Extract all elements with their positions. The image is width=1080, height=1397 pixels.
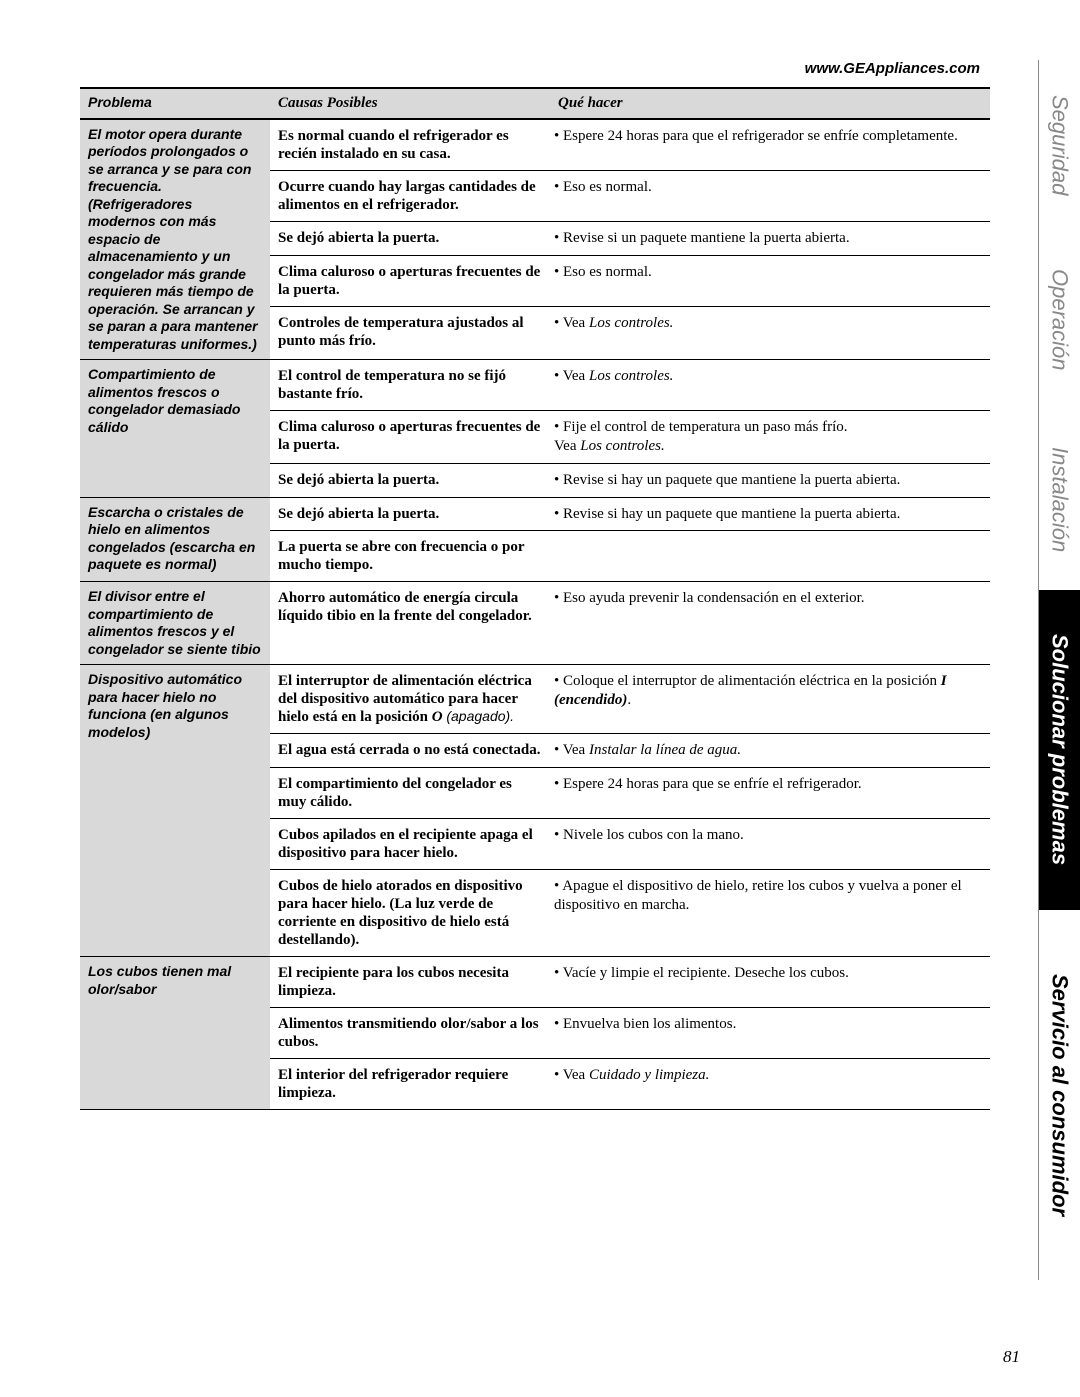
causa-cell: Clima caluroso o aperturas frecuentes de…: [270, 261, 550, 301]
hacer-cell: Revise si un paquete mantiene la puerta …: [550, 227, 990, 250]
header-problema: Problema: [80, 89, 270, 118]
table-section: El motor opera durante períodos prolonga…: [80, 120, 990, 361]
hacer-cell: Eso es normal.: [550, 261, 990, 301]
cause-row: Ahorro automático de energía circula líq…: [270, 582, 990, 632]
cause-row: Clima caluroso o aperturas frecuentes de…: [270, 410, 990, 463]
causa-cell: El interior del refrigerador requiere li…: [270, 1064, 550, 1104]
table-section: Escarcha o cristales de hielo en aliment…: [80, 498, 990, 583]
causa-cell: El interruptor de alimentación eléctrica…: [270, 670, 550, 728]
hacer-cell: Coloque el interruptor de alimentación e…: [550, 670, 990, 728]
header-url: www.GEAppliances.com: [80, 60, 990, 77]
causa-cell: Controles de temperatura ajustados al pu…: [270, 312, 550, 352]
hacer-cell: Vea Los controles.: [550, 365, 990, 405]
problema-cell: Escarcha o cristales de hielo en aliment…: [80, 498, 270, 582]
hacer-cell: Eso es normal.: [550, 176, 990, 216]
table-section: Compartimiento de alimentos frescos o co…: [80, 360, 990, 497]
hacer-cell: Espere 24 horas para que se enfríe el re…: [550, 773, 990, 813]
hacer-cell: Nivele los cubos con la mano.: [550, 824, 990, 864]
tab-seguridad[interactable]: Seguridad: [1038, 60, 1080, 230]
cause-row: La puerta se abre con frecuencia o por m…: [270, 530, 990, 581]
causa-cell: Ahorro automático de energía circula líq…: [270, 587, 550, 627]
causes-container: Ahorro automático de energía circula líq…: [270, 582, 990, 664]
hacer-cell: Fije el control de temperatura un paso m…: [550, 416, 990, 458]
cause-row: Cubos apilados en el recipiente apaga el…: [270, 818, 990, 869]
cause-row: Se dejó abierta la puerta.Revise si hay …: [270, 498, 990, 531]
tab-operacion[interactable]: Operación: [1038, 230, 1080, 410]
cause-row: Cubos de hielo atorados en dispositivo p…: [270, 869, 990, 956]
causa-cell: La puerta se abre con frecuencia o por m…: [270, 536, 550, 576]
causa-cell: Se dejó abierta la puerta.: [270, 469, 550, 492]
hacer-cell: Vea Cuidado y limpieza.: [550, 1064, 990, 1104]
causes-container: Se dejó abierta la puerta.Revise si hay …: [270, 498, 990, 582]
cause-row: El agua está cerrada o no está conectada…: [270, 733, 990, 767]
hacer-cell: Vea Los controles.: [550, 312, 990, 352]
table-header-row: Problema Causas Posibles Qué hacer: [80, 87, 990, 120]
cause-row: Clima caluroso o aperturas frecuentes de…: [270, 255, 990, 306]
hacer-cell: Vea Instalar la línea de agua.: [550, 739, 990, 762]
problema-cell: Los cubos tienen mal olor/sabor: [80, 957, 270, 1109]
cause-row: Alimentos transmitiendo olor/sabor a los…: [270, 1007, 990, 1058]
header-hacer: Qué hacer: [550, 89, 990, 118]
causa-cell: Cubos de hielo atorados en dispositivo p…: [270, 875, 550, 951]
problema-cell: El divisor entre el compartimiento de al…: [80, 582, 270, 664]
cause-row: El interior del refrigerador requiere li…: [270, 1058, 990, 1109]
tab-instalacion[interactable]: Instalación: [1038, 410, 1080, 590]
causa-cell: El compartimiento del congelador es muy …: [270, 773, 550, 813]
causes-container: Es normal cuando el refrigerador es reci…: [270, 120, 990, 360]
cause-row: El interruptor de alimentación eléctrica…: [270, 665, 990, 733]
causa-cell: El recipiente para los cubos necesita li…: [270, 962, 550, 1002]
cause-row: Ocurre cuando hay largas cantidades de a…: [270, 170, 990, 221]
causes-container: El interruptor de alimentación eléctrica…: [270, 665, 990, 956]
hacer-cell: Vacíe y limpie el recipiente. Deseche lo…: [550, 962, 990, 1002]
hacer-cell: Envuelva bien los alimentos.: [550, 1013, 990, 1053]
causa-cell: Es normal cuando el refrigerador es reci…: [270, 125, 550, 165]
cause-row: El control de temperatura no se fijó bas…: [270, 360, 990, 410]
header-causas: Causas Posibles: [270, 89, 550, 118]
causes-container: El control de temperatura no se fijó bas…: [270, 360, 990, 496]
cause-row: Se dejó abierta la puerta.Revise si un p…: [270, 221, 990, 255]
causa-cell: Clima caluroso o aperturas frecuentes de…: [270, 416, 550, 458]
problema-cell: El motor opera durante períodos prolonga…: [80, 120, 270, 360]
causa-cell: Se dejó abierta la puerta.: [270, 503, 550, 526]
table-section: Los cubos tienen mal olor/saborEl recipi…: [80, 957, 990, 1110]
table-section: Dispositivo automático para hacer hielo …: [80, 665, 990, 957]
tab-solucionar[interactable]: Solucionar problemas: [1038, 590, 1080, 910]
cause-row: El recipiente para los cubos necesita li…: [270, 957, 990, 1007]
cause-row: El compartimiento del congelador es muy …: [270, 767, 990, 818]
hacer-cell: Revise si hay un paquete que mantiene la…: [550, 469, 990, 492]
causa-cell: El control de temperatura no se fijó bas…: [270, 365, 550, 405]
causa-cell: Cubos apilados en el recipiente apaga el…: [270, 824, 550, 864]
hacer-cell: Apague el dispositivo de hielo, retire l…: [550, 875, 990, 951]
causa-cell: Ocurre cuando hay largas cantidades de a…: [270, 176, 550, 216]
causes-container: El recipiente para los cubos necesita li…: [270, 957, 990, 1109]
page-number: 81: [1003, 1347, 1020, 1367]
hacer-cell: Espere 24 horas para que el refrigerador…: [550, 125, 990, 165]
hacer-cell: Eso ayuda prevenir la condensación en el…: [550, 587, 990, 627]
troubleshooting-table: El motor opera durante períodos prolonga…: [80, 120, 990, 1110]
side-tabs: Seguridad Operación Instalación Solucion…: [1038, 60, 1080, 1280]
causa-cell: Se dejó abierta la puerta.: [270, 227, 550, 250]
cause-row: Controles de temperatura ajustados al pu…: [270, 306, 990, 357]
hacer-cell: [550, 536, 990, 576]
hacer-cell: Revise si hay un paquete que mantiene la…: [550, 503, 990, 526]
cause-row: Se dejó abierta la puerta.Revise si hay …: [270, 463, 990, 497]
tab-servicio[interactable]: Servicio al consumidor: [1038, 910, 1080, 1280]
table-section: El divisor entre el compartimiento de al…: [80, 582, 990, 665]
cause-row: Es normal cuando el refrigerador es reci…: [270, 120, 990, 170]
causa-cell: Alimentos transmitiendo olor/sabor a los…: [270, 1013, 550, 1053]
causa-cell: El agua está cerrada o no está conectada…: [270, 739, 550, 762]
problema-cell: Compartimiento de alimentos frescos o co…: [80, 360, 270, 496]
problema-cell: Dispositivo automático para hacer hielo …: [80, 665, 270, 956]
